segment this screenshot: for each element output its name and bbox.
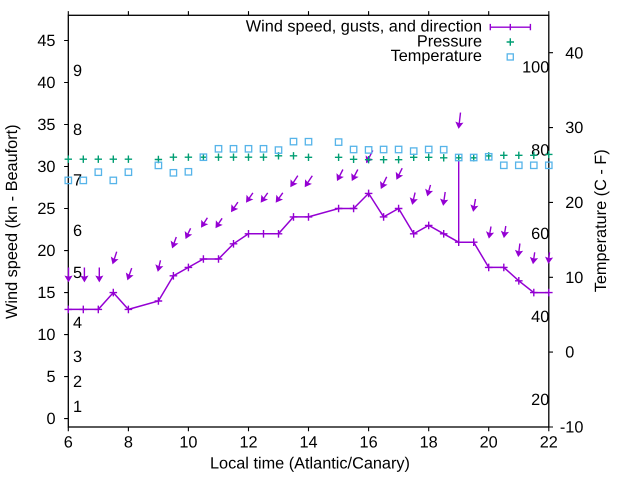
svg-text:10: 10 <box>179 434 197 452</box>
svg-text:40: 40 <box>37 74 55 92</box>
svg-text:15: 15 <box>37 284 55 302</box>
svg-text:Local time (Atlantic/Canary): Local time (Atlantic/Canary) <box>210 455 410 473</box>
svg-text:30: 30 <box>565 119 583 137</box>
svg-text:20: 20 <box>565 194 583 212</box>
svg-text:40: 40 <box>565 44 583 62</box>
svg-text:30: 30 <box>37 158 55 176</box>
svg-text:9: 9 <box>73 62 82 80</box>
svg-text:0: 0 <box>46 410 55 428</box>
svg-text:12: 12 <box>239 434 257 452</box>
svg-text:40: 40 <box>531 308 549 326</box>
svg-text:14: 14 <box>299 434 317 452</box>
svg-text:4: 4 <box>73 314 82 332</box>
svg-text:8: 8 <box>73 121 82 139</box>
svg-text:20: 20 <box>531 391 549 409</box>
svg-text:3: 3 <box>73 348 82 366</box>
svg-text:Wind speed, gusts, and directi: Wind speed, gusts, and direction <box>246 18 482 36</box>
svg-text:20: 20 <box>480 434 498 452</box>
svg-text:35: 35 <box>37 116 55 134</box>
svg-text:10: 10 <box>37 326 55 344</box>
svg-text:100: 100 <box>522 59 549 77</box>
svg-text:45: 45 <box>37 32 55 50</box>
svg-text:-10: -10 <box>560 419 584 437</box>
svg-text:0: 0 <box>565 344 574 362</box>
svg-text:6: 6 <box>73 222 82 240</box>
svg-text:1: 1 <box>73 398 82 416</box>
svg-text:6: 6 <box>64 434 73 452</box>
svg-text:60: 60 <box>531 225 549 243</box>
svg-text:Pressure: Pressure <box>417 32 482 50</box>
svg-text:8: 8 <box>124 434 133 452</box>
svg-text:5: 5 <box>46 368 55 386</box>
svg-text:Temperature (C - F): Temperature (C - F) <box>592 149 610 292</box>
svg-text:25: 25 <box>37 200 55 218</box>
svg-text:5: 5 <box>73 264 82 282</box>
svg-text:10: 10 <box>565 269 583 287</box>
svg-text:22: 22 <box>540 434 558 452</box>
svg-text:20: 20 <box>37 242 55 260</box>
svg-text:16: 16 <box>360 434 378 452</box>
svg-text:2: 2 <box>73 373 82 391</box>
svg-text:7: 7 <box>73 171 82 189</box>
svg-text:Wind speed (kn - Beaufort): Wind speed (kn - Beaufort) <box>3 124 21 319</box>
svg-text:Temperature: Temperature <box>391 47 482 65</box>
svg-text:18: 18 <box>420 434 438 452</box>
